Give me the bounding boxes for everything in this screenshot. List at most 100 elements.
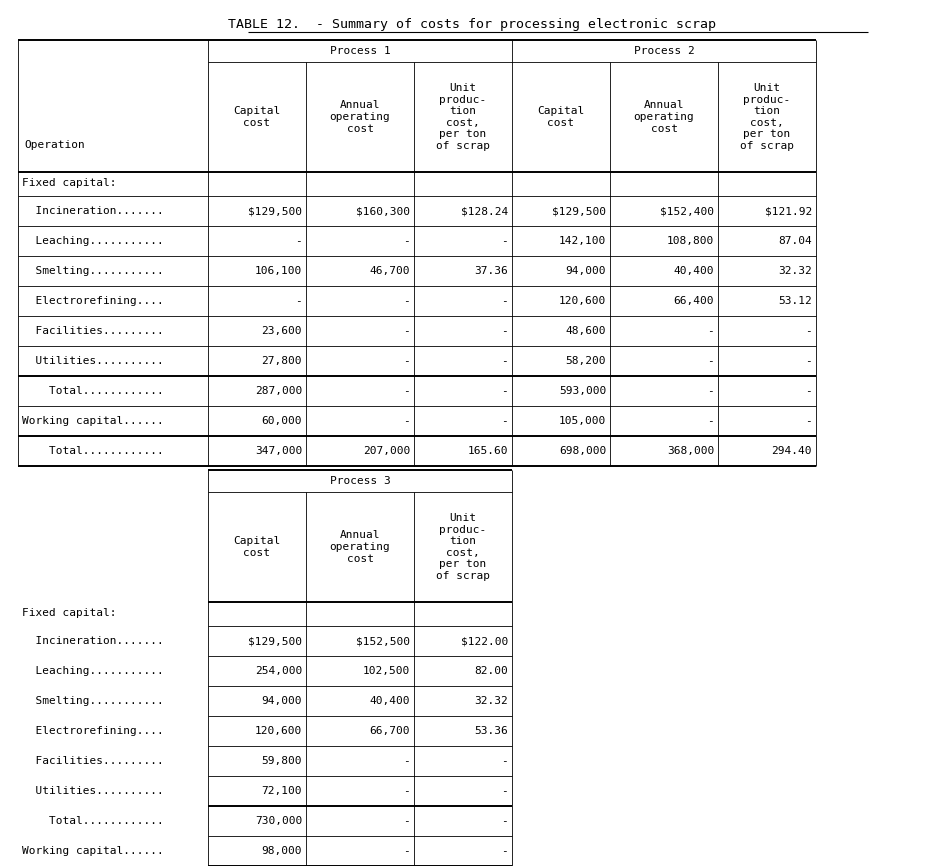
Text: 698,000: 698,000 xyxy=(558,446,605,456)
Text: -: - xyxy=(403,756,410,766)
Text: Total............: Total............ xyxy=(22,446,163,456)
Text: -: - xyxy=(500,756,508,766)
Text: -: - xyxy=(295,296,302,306)
Text: 102,500: 102,500 xyxy=(362,666,410,676)
Text: 32.32: 32.32 xyxy=(474,696,508,706)
Text: Total............: Total............ xyxy=(22,816,163,826)
Text: 66,700: 66,700 xyxy=(369,726,410,736)
Text: -: - xyxy=(403,296,410,306)
Text: 165.60: 165.60 xyxy=(467,446,508,456)
Text: 94,000: 94,000 xyxy=(565,266,605,276)
Text: $122.00: $122.00 xyxy=(461,636,508,646)
Text: 72,100: 72,100 xyxy=(261,786,302,796)
Text: -: - xyxy=(804,386,811,396)
Text: -: - xyxy=(403,816,410,826)
Text: 23,600: 23,600 xyxy=(261,326,302,336)
Text: -: - xyxy=(500,786,508,796)
Text: 120,600: 120,600 xyxy=(255,726,302,736)
Text: Smelting...........: Smelting........... xyxy=(22,696,163,706)
Text: 82.00: 82.00 xyxy=(474,666,508,676)
Text: -: - xyxy=(804,356,811,366)
Text: -: - xyxy=(706,416,714,426)
Text: -: - xyxy=(500,386,508,396)
Text: -: - xyxy=(804,326,811,336)
Text: 32.32: 32.32 xyxy=(778,266,811,276)
Text: $121.92: $121.92 xyxy=(764,206,811,216)
Text: Fixed capital:: Fixed capital: xyxy=(22,178,116,188)
Text: 53.12: 53.12 xyxy=(778,296,811,306)
Text: -: - xyxy=(500,326,508,336)
Text: 287,000: 287,000 xyxy=(255,386,302,396)
Text: Capital
cost: Capital cost xyxy=(537,107,584,128)
Text: Utilities..........: Utilities.......... xyxy=(22,356,163,366)
Text: 48,600: 48,600 xyxy=(565,326,605,336)
Text: 60,000: 60,000 xyxy=(261,416,302,426)
Text: -: - xyxy=(706,386,714,396)
Text: -: - xyxy=(500,296,508,306)
Text: $152,400: $152,400 xyxy=(659,206,714,216)
Text: Incineration.......: Incineration....... xyxy=(22,206,163,216)
Text: -: - xyxy=(403,236,410,246)
Text: Unit
produc-
tion
cost,
per ton
of scrap: Unit produc- tion cost, per ton of scrap xyxy=(435,83,490,151)
Text: 105,000: 105,000 xyxy=(558,416,605,426)
Text: -: - xyxy=(403,386,410,396)
Text: Facilities.........: Facilities......... xyxy=(22,326,163,336)
Text: Process 3: Process 3 xyxy=(329,476,390,486)
Text: Electrorefining....: Electrorefining.... xyxy=(22,296,163,306)
Text: Annual
operating
cost: Annual operating cost xyxy=(329,100,390,133)
Text: -: - xyxy=(403,786,410,796)
Text: 59,800: 59,800 xyxy=(261,756,302,766)
Text: -: - xyxy=(500,816,508,826)
Text: $160,300: $160,300 xyxy=(356,206,410,216)
Text: Incineration.......: Incineration....... xyxy=(22,636,163,646)
Text: $128.24: $128.24 xyxy=(461,206,508,216)
Text: 66,400: 66,400 xyxy=(673,296,714,306)
Text: Operation: Operation xyxy=(24,140,85,150)
Text: Working capital......: Working capital...... xyxy=(22,416,163,426)
Text: 254,000: 254,000 xyxy=(255,666,302,676)
Text: -: - xyxy=(403,846,410,856)
Text: TABLE 12.  - Summary of costs for processing electronic scrap: TABLE 12. - Summary of costs for process… xyxy=(228,18,716,31)
Text: -: - xyxy=(403,416,410,426)
Text: Process 1: Process 1 xyxy=(329,46,390,56)
Text: -: - xyxy=(706,326,714,336)
Text: 207,000: 207,000 xyxy=(362,446,410,456)
Text: Annual
operating
cost: Annual operating cost xyxy=(633,100,694,133)
Text: 142,100: 142,100 xyxy=(558,236,605,246)
Text: -: - xyxy=(804,416,811,426)
Text: 37.36: 37.36 xyxy=(474,266,508,276)
Text: Working capital......: Working capital...... xyxy=(22,846,163,856)
Text: 40,400: 40,400 xyxy=(673,266,714,276)
Text: -: - xyxy=(500,416,508,426)
Text: 106,100: 106,100 xyxy=(255,266,302,276)
Text: 94,000: 94,000 xyxy=(261,696,302,706)
Text: 40,400: 40,400 xyxy=(369,696,410,706)
Text: 730,000: 730,000 xyxy=(255,816,302,826)
Text: 27,800: 27,800 xyxy=(261,356,302,366)
Text: 87.04: 87.04 xyxy=(778,236,811,246)
Text: -: - xyxy=(500,356,508,366)
Text: -: - xyxy=(403,326,410,336)
Text: $129,500: $129,500 xyxy=(551,206,605,216)
Text: Leaching...........: Leaching........... xyxy=(22,236,163,246)
Text: 593,000: 593,000 xyxy=(558,386,605,396)
Text: 46,700: 46,700 xyxy=(369,266,410,276)
Text: 98,000: 98,000 xyxy=(261,846,302,856)
Text: Capital
cost: Capital cost xyxy=(233,536,280,558)
Text: 120,600: 120,600 xyxy=(558,296,605,306)
Text: Process 2: Process 2 xyxy=(633,46,694,56)
Text: Electrorefining....: Electrorefining.... xyxy=(22,726,163,736)
Text: Unit
produc-
tion
cost,
per ton
of scrap: Unit produc- tion cost, per ton of scrap xyxy=(435,513,490,581)
Text: Facilities.........: Facilities......... xyxy=(22,756,163,766)
Text: Total............: Total............ xyxy=(22,386,163,396)
Text: Leaching...........: Leaching........... xyxy=(22,666,163,676)
Text: Utilities..........: Utilities.......... xyxy=(22,786,163,796)
Text: $152,500: $152,500 xyxy=(356,636,410,646)
Text: -: - xyxy=(403,356,410,366)
Text: Fixed capital:: Fixed capital: xyxy=(22,608,116,617)
Text: 58,200: 58,200 xyxy=(565,356,605,366)
Text: $129,500: $129,500 xyxy=(247,636,302,646)
Text: Capital
cost: Capital cost xyxy=(233,107,280,128)
Text: 108,800: 108,800 xyxy=(666,236,714,246)
Text: -: - xyxy=(500,846,508,856)
